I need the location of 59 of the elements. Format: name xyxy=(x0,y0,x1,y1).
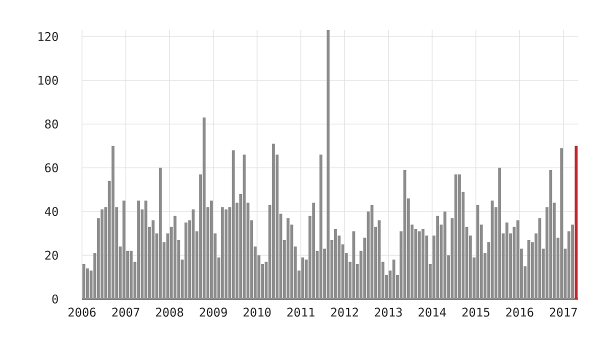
y-tick-label: 80 xyxy=(45,120,58,129)
bar xyxy=(422,229,424,299)
bar xyxy=(498,168,502,299)
bar xyxy=(152,220,155,299)
bar xyxy=(505,222,508,299)
bar xyxy=(224,209,228,299)
x-tick-label: 2013 xyxy=(374,308,402,317)
bar xyxy=(418,231,421,299)
bar xyxy=(571,224,574,299)
y-tick-label: 20 xyxy=(45,250,58,260)
bar xyxy=(272,144,275,299)
bar xyxy=(210,200,213,299)
bar xyxy=(443,212,446,299)
bar xyxy=(137,200,140,299)
x-tick-label: 2007 xyxy=(112,308,140,317)
bar xyxy=(100,209,104,299)
x-tick-label: 2006 xyxy=(68,308,96,317)
y-tick-label: 120 xyxy=(38,32,58,42)
bar xyxy=(112,146,114,299)
y-tick-label: 100 xyxy=(38,76,58,85)
bar xyxy=(312,202,316,299)
x-tick-label: 2017 xyxy=(550,308,577,317)
bar xyxy=(549,170,552,299)
x-tick-label: 2009 xyxy=(200,308,227,317)
bar xyxy=(454,174,458,299)
bar xyxy=(301,257,304,299)
bar xyxy=(202,117,206,299)
y-tick-label: 40 xyxy=(44,206,58,216)
bar xyxy=(490,200,494,299)
bar xyxy=(516,220,520,299)
bar xyxy=(86,268,89,299)
bar xyxy=(242,154,246,299)
bar xyxy=(232,150,235,299)
x-tick-label: 2016 xyxy=(506,308,534,317)
x-tick-label: 2008 xyxy=(156,308,184,317)
bar xyxy=(144,200,148,299)
x-tick-label: 2015 xyxy=(462,308,490,317)
bar xyxy=(574,146,578,299)
x-tick-label: 2010 xyxy=(244,308,271,317)
x-tick-label: 2014 xyxy=(418,308,446,317)
bar xyxy=(560,148,564,299)
bar xyxy=(334,229,337,299)
bar xyxy=(82,264,86,299)
bar xyxy=(158,168,162,299)
bar xyxy=(122,200,126,299)
y-tick-label: 60 xyxy=(45,163,58,172)
x-tick-label: 2011 xyxy=(287,308,314,317)
bar xyxy=(436,216,440,299)
bar xyxy=(319,154,322,299)
y-tick-label: 0 xyxy=(52,294,58,304)
bar xyxy=(220,207,224,299)
bar xyxy=(174,216,176,299)
bar xyxy=(326,30,330,299)
bar xyxy=(286,218,290,299)
x-tick-label: 2012 xyxy=(331,308,358,317)
bar xyxy=(392,260,396,299)
bar xyxy=(370,204,374,299)
bar xyxy=(184,222,188,299)
bar xyxy=(458,174,461,299)
